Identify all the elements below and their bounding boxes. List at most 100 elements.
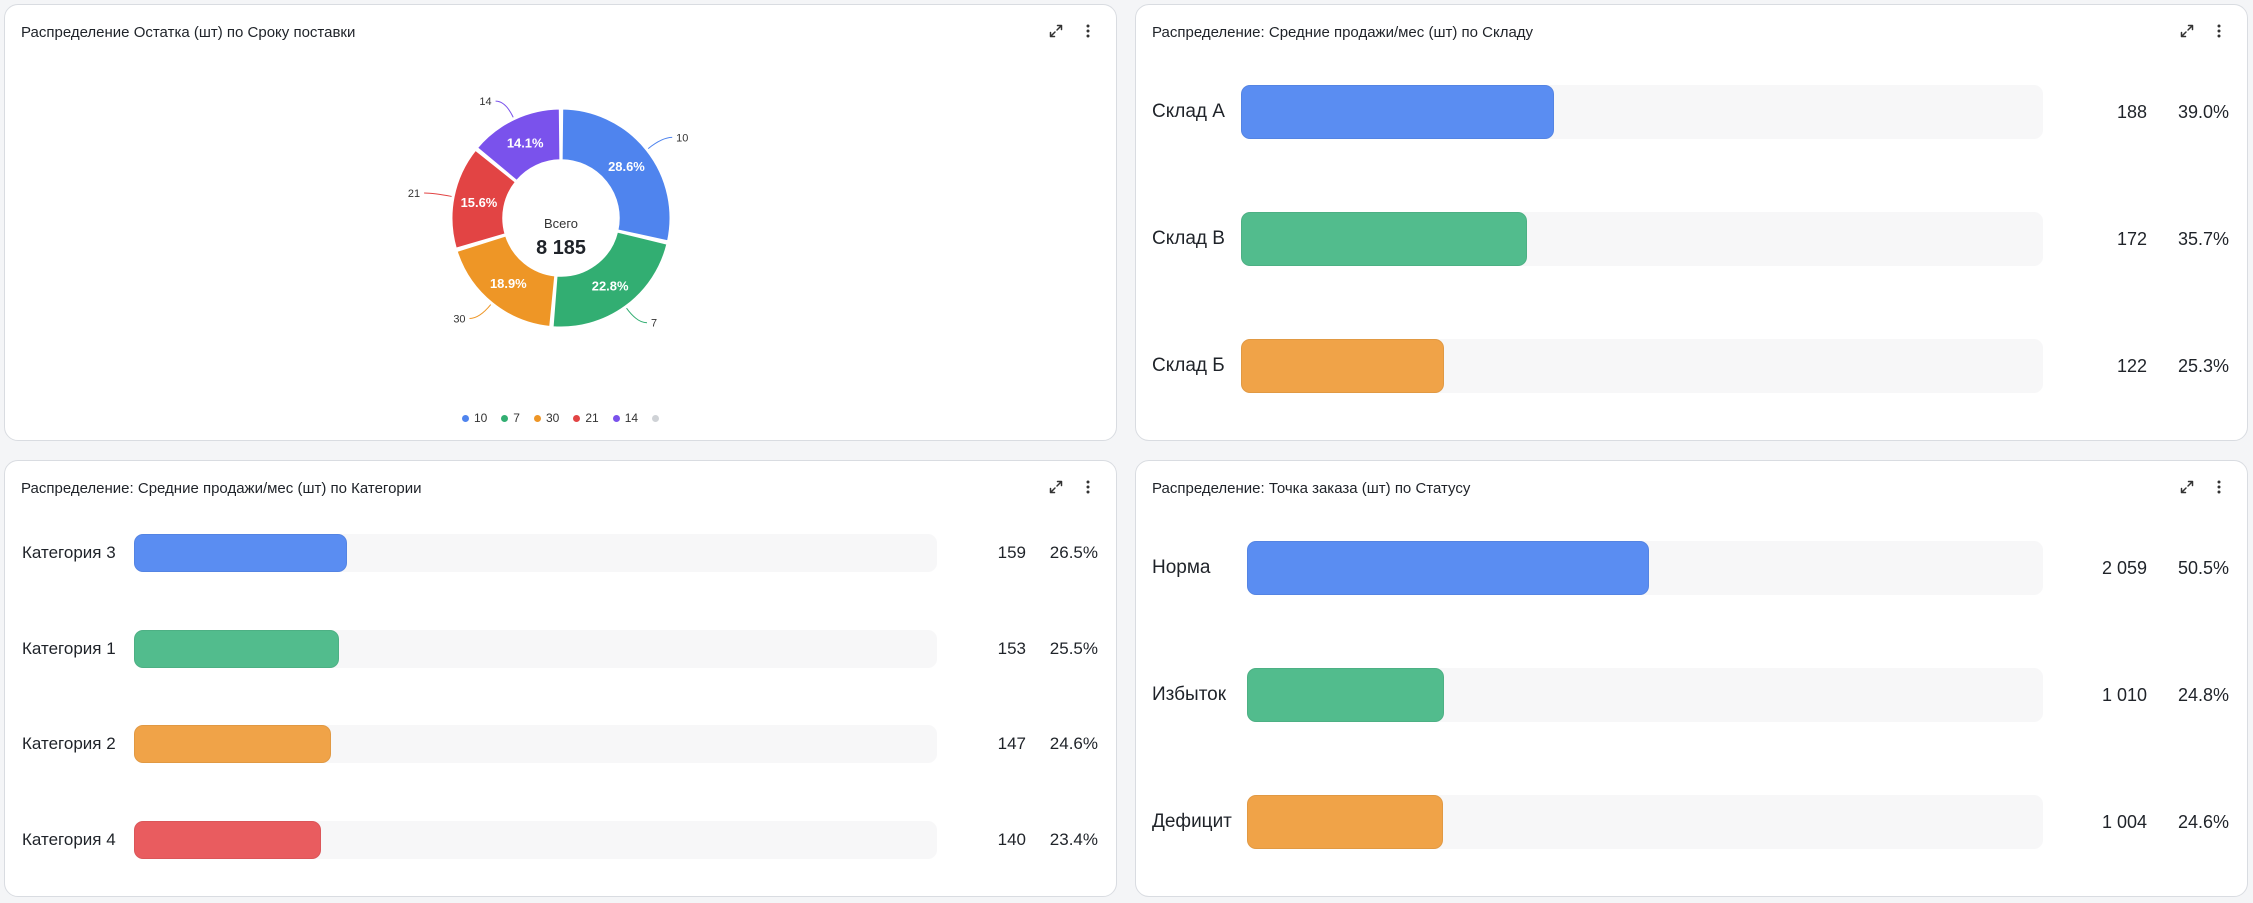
legend-label: 21 <box>585 411 599 425</box>
bar-percent: 24.6% <box>1049 734 1098 753</box>
bar-fill[interactable] <box>1247 668 1445 722</box>
expand-icon[interactable] <box>2177 21 2197 41</box>
bar-row[interactable]: Категория 2 147 24.6% <box>5 725 1116 763</box>
kebab-menu-icon[interactable] <box>1078 477 1098 497</box>
kebab-menu-icon[interactable] <box>1078 21 1098 41</box>
bar-track <box>134 725 937 763</box>
bar-row[interactable]: Склад Б 122 25.3% <box>1136 339 2247 393</box>
donut-slice-outer-label: 21 <box>408 188 420 200</box>
donut-slice-outer-label: 14 <box>479 96 491 108</box>
bar-percent: 25.3% <box>2177 356 2229 376</box>
bar-row[interactable]: Дефицит 1 004 24.6% <box>1136 795 2247 849</box>
bar-value: 147 <box>997 734 1026 753</box>
legend-item[interactable]: 7 <box>501 411 520 425</box>
legend-dot <box>652 414 660 422</box>
bar-row[interactable]: Категория 1 153 25.5% <box>5 629 1116 668</box>
bar-row[interactable]: Норма 2 059 50.5% <box>1136 541 2247 595</box>
card-toolbar <box>1046 477 1098 497</box>
donut-slice-14[interactable] <box>475 107 562 183</box>
bar-fill[interactable] <box>134 820 322 859</box>
bar-fill[interactable] <box>1247 541 1649 595</box>
bar-value: 1 004 <box>2101 812 2147 832</box>
bar-fill[interactable] <box>1247 795 1443 849</box>
bar-label: Категория 4 <box>22 829 116 849</box>
bar-value: 1 010 <box>2101 685 2147 705</box>
legend-label: 30 <box>545 411 560 425</box>
bar-value: 140 <box>997 829 1026 849</box>
bar-track <box>1247 541 2043 595</box>
donut-slice-percent-label: 15.6% <box>461 195 498 210</box>
legend-item[interactable]: 10 <box>461 411 488 425</box>
donut-leader-line <box>495 100 514 118</box>
bar-row[interactable]: Категория 3 159 26.5% <box>5 534 1116 572</box>
donut-chart-card: Распределение Остатка (шт) по Сроку пост… <box>4 4 1117 441</box>
legend-dot <box>461 414 469 422</box>
bar-track <box>1247 795 2043 849</box>
bar-row[interactable]: Склад В 172 35.7% <box>1136 212 2247 266</box>
donut-slice-outer-label: 7 <box>651 318 657 330</box>
card-toolbar <box>1046 21 1098 41</box>
bar-row[interactable]: Категория 4 140 23.4% <box>5 820 1116 859</box>
donut-leader-line <box>469 304 492 319</box>
bar-percent: 35.7% <box>2177 229 2229 249</box>
card-title: Распределение Остатка (шт) по Сроку пост… <box>21 24 356 41</box>
bar-fill[interactable] <box>134 725 331 763</box>
bar-percent: 25.5% <box>1049 638 1098 658</box>
donut-slice-10[interactable] <box>560 107 672 243</box>
bar-percent: 26.5% <box>1049 543 1098 562</box>
bar-percent: 24.6% <box>2177 812 2229 832</box>
bar-fill[interactable] <box>134 629 339 668</box>
donut-center-value: 8 185 <box>536 237 586 259</box>
bar-fill[interactable] <box>1241 85 1554 139</box>
card-title: Распределение: Средние продажи/мес (шт) … <box>1152 24 1534 41</box>
donut-slice-percent-label: 18.9% <box>490 276 527 291</box>
donut-slice-percent-label: 22.8% <box>592 279 629 294</box>
bar-fill[interactable] <box>1241 212 1528 266</box>
bar-label: Категория 1 <box>22 638 116 658</box>
donut-leader-line <box>424 192 452 197</box>
bar-label: Склад Б <box>1152 355 1225 376</box>
bar-label: Избыток <box>1152 684 1227 705</box>
bar-row[interactable]: Избыток 1 010 24.8% <box>1136 668 2247 722</box>
bar-label: Дефицит <box>1152 811 1232 832</box>
donut-slice-30[interactable] <box>455 234 557 328</box>
legend-dot <box>533 414 541 422</box>
bar-fill[interactable] <box>1241 339 1444 393</box>
donut-slice-21[interactable] <box>450 148 517 250</box>
bar-track <box>1241 212 2043 266</box>
bar-percent: 23.4% <box>1049 829 1098 849</box>
bar-track <box>1247 668 2043 722</box>
bar-track <box>134 534 937 572</box>
bar-value: 159 <box>997 543 1026 562</box>
expand-icon[interactable] <box>2177 477 2197 497</box>
bar-row[interactable]: Склад А 188 39.0% <box>1136 85 2247 139</box>
donut-slice-percent-label: 28.6% <box>608 159 645 174</box>
status-bars-card: Распределение: Точка заказа (шт) по Стат… <box>1135 460 2248 897</box>
bar-label: Склад А <box>1152 101 1225 122</box>
donut-legend: 10 7 30 21 14 <box>5 411 1116 425</box>
card-title: Распределение: Точка заказа (шт) по Стат… <box>1152 480 1471 497</box>
bar-track <box>1241 85 2043 139</box>
donut-slice-outer-label: 10 <box>676 132 688 144</box>
legend-item[interactable]: 14 <box>612 411 639 425</box>
legend-label: 10 <box>473 411 488 425</box>
legend-item[interactable]: 30 <box>533 411 560 425</box>
card-toolbar <box>2177 21 2229 41</box>
bar-label: Норма <box>1152 557 1211 578</box>
donut-slice-outer-label: 30 <box>453 313 465 325</box>
bar-fill[interactable] <box>134 534 347 572</box>
bar-percent: 24.8% <box>2177 685 2229 705</box>
legend-dot <box>501 414 509 422</box>
expand-icon[interactable] <box>1046 21 1066 41</box>
donut-slice-7[interactable] <box>551 230 669 329</box>
legend-item[interactable] <box>652 411 660 425</box>
legend-item[interactable]: 21 <box>573 411 599 425</box>
bar-value: 2 059 <box>2101 558 2147 578</box>
category-bars-card: Распределение: Средние продажи/мес (шт) … <box>4 460 1117 897</box>
kebab-menu-icon[interactable] <box>2209 477 2229 497</box>
legend-label: 14 <box>624 411 639 425</box>
warehouse-bars-card: Распределение: Средние продажи/мес (шт) … <box>1135 4 2248 441</box>
kebab-menu-icon[interactable] <box>2209 21 2229 41</box>
expand-icon[interactable] <box>1046 477 1066 497</box>
